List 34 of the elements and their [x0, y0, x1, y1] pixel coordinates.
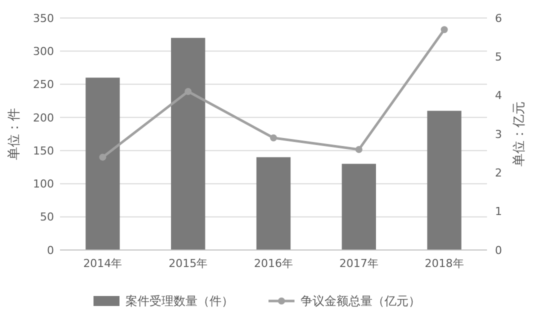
x-tick-label: 2018年 — [424, 257, 464, 270]
y2-tick-label: 6 — [495, 12, 502, 25]
y2-tick-label: 5 — [495, 50, 502, 64]
point — [184, 88, 192, 95]
y-tick-label: 300 — [33, 44, 54, 58]
legend-label: 案件受理数量（件） — [126, 294, 234, 308]
y2-tick-label: 0 — [495, 244, 502, 257]
y-tick-label: 250 — [33, 78, 54, 92]
y2-tick-label: 1 — [495, 205, 502, 218]
y-tick-label: 350 — [33, 12, 54, 25]
point — [355, 146, 362, 153]
x-tick-label: 2015年 — [168, 257, 208, 270]
point — [99, 154, 106, 161]
bar — [256, 157, 291, 250]
bar — [427, 110, 462, 250]
y2-tick-label: 4 — [495, 89, 502, 102]
bar — [342, 164, 376, 250]
y-tick-label: 50 — [40, 210, 54, 224]
point — [440, 26, 448, 34]
y2-axis-title: 单位：亿元 — [512, 102, 527, 166]
point — [270, 134, 277, 142]
bar — [171, 38, 206, 250]
y-tick-label: 150 — [33, 144, 54, 158]
bar — [86, 78, 120, 250]
y-axis-title: 单位：件 — [7, 108, 22, 160]
y2-tick-label: 3 — [495, 128, 502, 141]
y-tick-label: 200 — [33, 111, 54, 124]
x-tick-label: 2014年 — [83, 257, 122, 270]
legend-label: 争议金额总量（亿元） — [300, 294, 420, 308]
x-tick-label: 2017年 — [339, 257, 378, 270]
x-tick-label: 2016年 — [254, 257, 293, 270]
y-tick-label: 100 — [33, 178, 54, 191]
y2-tick-label: 2 — [495, 166, 502, 180]
y-tick-label: 0 — [47, 244, 54, 257]
